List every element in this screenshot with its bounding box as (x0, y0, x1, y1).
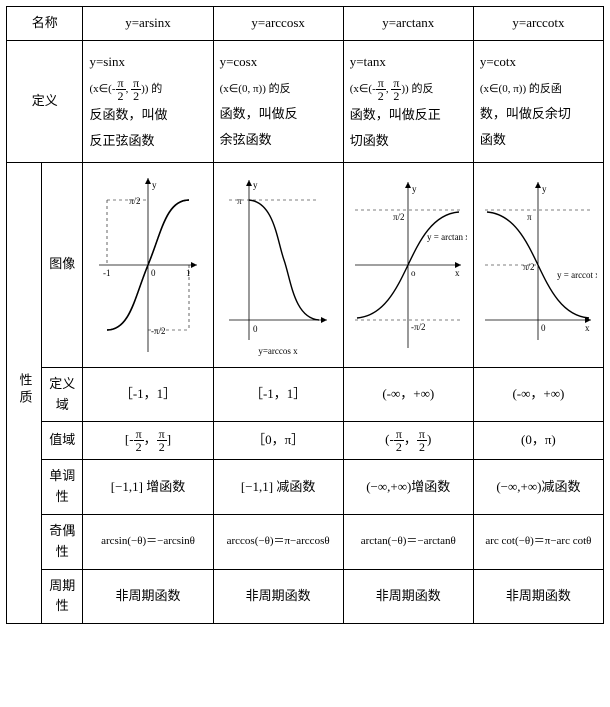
def-f2: y=cosx (x∈(0, π)) 的反 函数，叫做反 余弦函数 (213, 40, 343, 162)
svg-text:o: o (411, 268, 416, 278)
def-f3: y=tanx (x∈(-π2, π2)) 的反 函数，叫做反正 切函数 (343, 40, 473, 162)
row-label-period: 周期性 (42, 569, 83, 624)
svg-text:y: y (412, 184, 417, 194)
graph-arctan: y x π/2 -π/2 o y = arctan x (343, 162, 473, 367)
def-f1-l1: y=sinx (89, 54, 125, 69)
svg-text:0: 0 (253, 324, 258, 334)
def-f2-l2: (x∈(0, π)) 的反 (220, 83, 291, 95)
mono-f4: (−∞,+∞)减函数 (473, 460, 603, 515)
svg-text:y: y (542, 184, 547, 194)
row-label-parity: 奇偶性 (42, 514, 83, 569)
svg-text:0: 0 (151, 268, 156, 278)
def-f1-l4: 反正弦函数 (89, 133, 154, 148)
parity-f1: arcsin(−θ)＝−arcsinθ (83, 514, 213, 569)
header-f3: y=arctanx (343, 7, 473, 41)
svg-text:π/2: π/2 (393, 212, 405, 222)
svg-text:x: x (585, 323, 590, 333)
parity-row: 奇偶性 arcsin(−θ)＝−arcsinθ arccos(−θ)＝π−arc… (7, 514, 604, 569)
def-f1: y=sinx (x∈(-π2, π2)) 的 反函数，叫做 反正弦函数 (83, 40, 213, 162)
row-label-monotone: 单调性 (42, 460, 83, 515)
svg-text:y: y (253, 180, 258, 190)
def-f4-l3: 数，叫做反余切 (480, 106, 571, 121)
def-f2-l3: 函数，叫做反 (220, 106, 298, 121)
range-f2: ［0，π］ (213, 422, 343, 460)
period-f4: 非周期函数 (473, 569, 603, 624)
parity-f4: arc cot(−θ)＝π−arc cotθ (473, 514, 603, 569)
mono-f2: [−1,1] 减函数 (213, 460, 343, 515)
parity-f2: arccos(−θ)＝π−arccosθ (213, 514, 343, 569)
graph-arccot: y x π π/2 0 y = arccot x (473, 162, 603, 367)
svg-text:y: y (152, 180, 157, 190)
svg-text:1: 1 (186, 268, 191, 278)
period-f3: 非周期函数 (343, 569, 473, 624)
def-f4: y=cotx (x∈(0, π)) 的反函 数，叫做反余切 函数 (473, 40, 603, 162)
domain-f1: ［-1，1］ (83, 367, 213, 422)
properties-label: 性质 (7, 162, 42, 623)
svg-text:y = arccot x: y = arccot x (557, 270, 597, 280)
def-f4-l4: 函数 (480, 132, 506, 147)
svg-text:-1: -1 (103, 268, 111, 278)
def-f2-l4: 余弦函数 (220, 132, 272, 147)
svg-text:π: π (527, 212, 532, 222)
graph-arccos: y π 0 y=arccos x (213, 162, 343, 367)
def-f4-l2: (x∈(0, π)) 的反函 (480, 83, 562, 95)
svg-text:π/2: π/2 (129, 196, 141, 206)
header-f4: y=arccotx (473, 7, 603, 41)
period-row: 周期性 非周期函数 非周期函数 非周期函数 非周期函数 (7, 569, 604, 624)
header-f2: y=arccosx (213, 7, 343, 41)
header-f1: y=arsinx (83, 7, 213, 41)
svg-text:π: π (237, 196, 242, 206)
domain-f3: (-∞，+∞) (343, 367, 473, 422)
row-label-range: 值域 (42, 422, 83, 460)
mono-f1: [−1,1] 增函数 (83, 460, 213, 515)
range-f1: [-π2，π2] (83, 422, 213, 460)
range-row: 值域 [-π2，π2] ［0，π］ (-π2，π2) (0，π) (7, 422, 604, 460)
def-f4-l1: y=cotx (480, 54, 516, 69)
svg-text:0: 0 (541, 323, 546, 333)
header-name: 名称 (7, 7, 83, 41)
def-f3-l1: y=tanx (350, 54, 386, 69)
period-f2: 非周期函数 (213, 569, 343, 624)
svg-text:x: x (455, 268, 460, 278)
monotone-row: 单调性 [−1,1] 增函数 [−1,1] 减函数 (−∞,+∞)增函数 (−∞… (7, 460, 604, 515)
graph-arcsin: y π/2 -π/2 -1 1 0 (83, 162, 213, 367)
def-f1-l3: 反函数，叫做 (89, 107, 167, 122)
inverse-trig-table: 名称 y=arsinx y=arccosx y=arctanx y=arccot… (6, 6, 604, 624)
def-f3-l4: 切函数 (350, 133, 389, 148)
mono-f3: (−∞,+∞)增函数 (343, 460, 473, 515)
definition-row: 定义 y=sinx (x∈(-π2, π2)) 的 反函数，叫做 反正弦函数 y… (7, 40, 604, 162)
range-f3: (-π2，π2) (343, 422, 473, 460)
svg-text:y = arctan x: y = arctan x (427, 232, 467, 242)
svg-text:π/2: π/2 (523, 262, 535, 272)
row-label-graph: 图像 (42, 162, 83, 367)
definition-label: 定义 (7, 40, 83, 162)
def-f2-l1: y=cosx (220, 54, 258, 69)
header-row: 名称 y=arsinx y=arccosx y=arctanx y=arccot… (7, 7, 604, 41)
domain-row: 定义域 ［-1，1］ ［-1，1］ (-∞，+∞) (-∞，+∞) (7, 367, 604, 422)
graph-row: 性质 图像 y π/2 -π/ (7, 162, 604, 367)
svg-text:-π/2: -π/2 (151, 326, 166, 336)
svg-text:-π/2: -π/2 (411, 322, 426, 332)
domain-f2: ［-1，1］ (213, 367, 343, 422)
period-f1: 非周期函数 (83, 569, 213, 624)
parity-f3: arctan(−θ)＝−arctanθ (343, 514, 473, 569)
row-label-domain: 定义域 (42, 367, 83, 422)
range-f4: (0，π) (473, 422, 603, 460)
def-f3-l3: 函数，叫做反正 (350, 107, 441, 122)
domain-f4: (-∞，+∞) (473, 367, 603, 422)
svg-text:y=arccos x: y=arccos x (258, 346, 298, 356)
